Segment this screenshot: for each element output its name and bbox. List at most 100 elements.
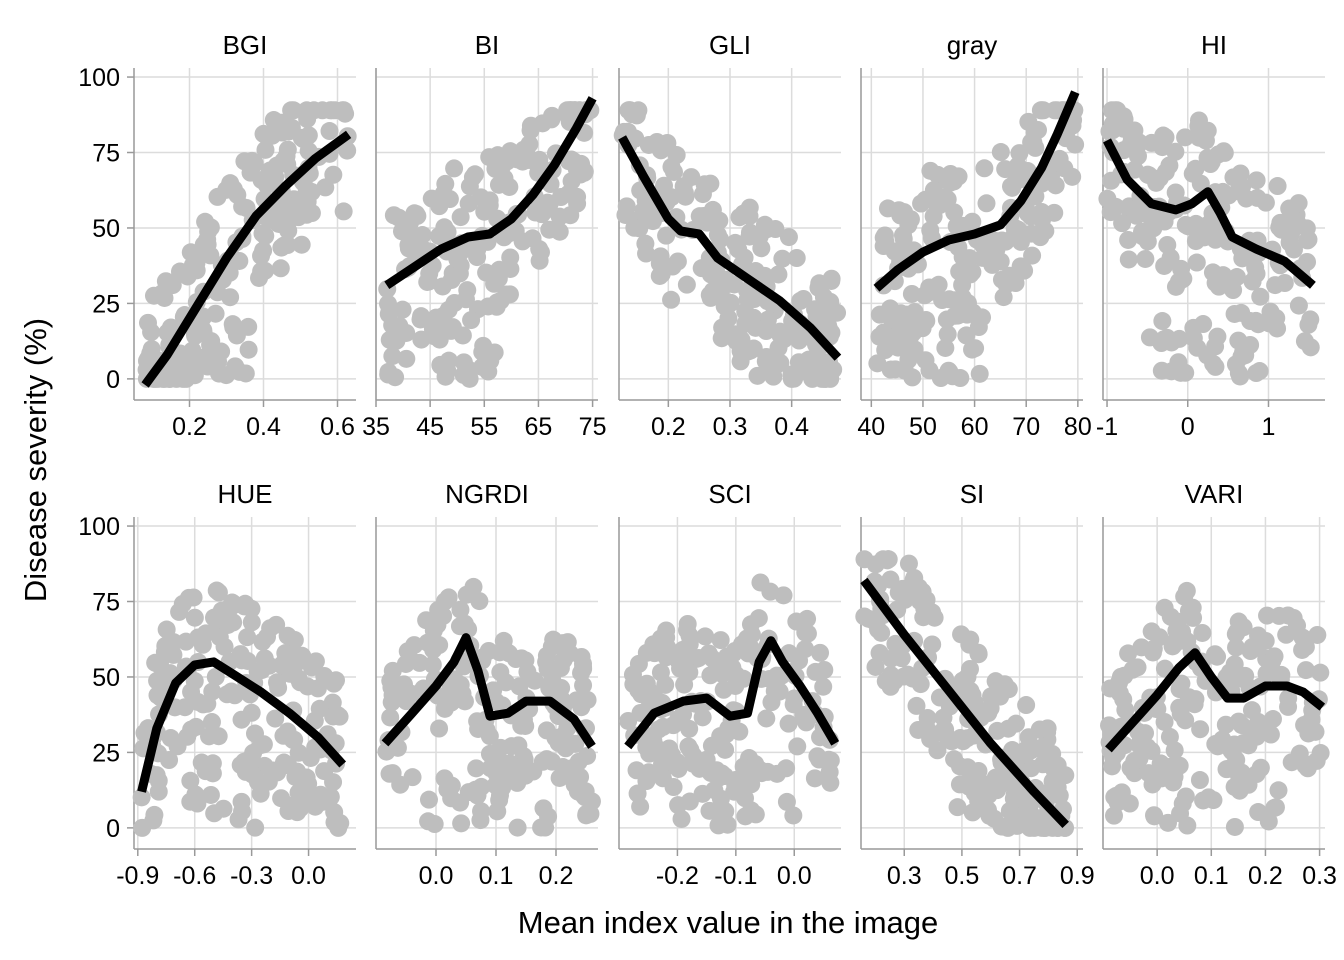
scatter-point xyxy=(690,759,709,778)
scatter-point xyxy=(430,719,449,738)
scatter-point xyxy=(486,159,505,178)
scatter-point xyxy=(156,272,175,291)
scatter-point xyxy=(822,323,841,342)
scatter-point xyxy=(991,143,1010,162)
scatter-point xyxy=(731,342,750,361)
scatter-point xyxy=(649,720,668,739)
scatter-point xyxy=(701,666,720,685)
scatter-point xyxy=(982,687,1001,706)
scatter-point xyxy=(765,681,784,700)
scatter-point xyxy=(734,669,753,688)
scatter-point xyxy=(1266,276,1285,295)
scatter-point xyxy=(1298,755,1317,774)
scatter-point xyxy=(518,151,537,170)
scatter-point xyxy=(768,764,787,783)
scatter-point xyxy=(651,663,670,682)
scatter-point xyxy=(397,349,416,368)
scatter-point xyxy=(425,327,444,346)
scatter-point xyxy=(657,226,676,245)
scatter-point xyxy=(479,297,498,316)
scatter-point xyxy=(702,736,721,755)
scatter-point xyxy=(520,135,539,154)
scatter-point xyxy=(1247,765,1266,784)
scatter-point xyxy=(502,737,521,756)
scatter-point xyxy=(1215,143,1234,162)
scatter-point xyxy=(695,175,714,194)
scatter-point xyxy=(1166,183,1185,202)
smooth-line-vari xyxy=(1105,648,1326,753)
scatter-point xyxy=(232,710,251,729)
scatter-point xyxy=(183,341,202,360)
scatter-point xyxy=(953,288,972,307)
scatter-point xyxy=(1121,758,1140,777)
x-tick-label: -0.6 xyxy=(173,862,216,890)
scatter-point xyxy=(664,778,683,797)
scatter-point xyxy=(869,620,888,639)
scatter-point xyxy=(185,608,204,627)
scatter-point xyxy=(288,762,307,781)
scatter-point xyxy=(1246,258,1265,277)
scatter-point xyxy=(203,764,222,783)
scatter-point xyxy=(266,167,285,186)
scatter-point xyxy=(879,550,898,569)
scatter-point xyxy=(1189,111,1208,130)
scatter-point xyxy=(734,204,753,223)
scatter-point xyxy=(716,802,735,821)
scatter-point xyxy=(238,651,257,670)
scatter-point xyxy=(252,262,271,281)
scatter-point xyxy=(438,222,457,241)
scatter-point xyxy=(389,208,408,227)
scatter-point xyxy=(553,758,572,777)
scatter-point xyxy=(272,238,291,257)
scatter-point xyxy=(940,362,959,381)
scatter-point xyxy=(424,640,443,659)
scatter-point xyxy=(465,165,484,184)
scatter-point xyxy=(181,771,200,790)
x-tick-label: 75 xyxy=(579,413,607,441)
scatter-point xyxy=(709,816,728,835)
scatter-point xyxy=(1265,798,1284,817)
scatter-point xyxy=(1263,710,1282,729)
scatter-point xyxy=(636,234,655,253)
scatter-point xyxy=(905,568,924,587)
scatter-point xyxy=(462,311,481,330)
scatter-point xyxy=(274,653,293,672)
scatter-point xyxy=(988,721,1007,740)
scatter-point xyxy=(866,657,885,676)
scatter-point xyxy=(477,720,496,739)
scatter-point xyxy=(566,734,585,753)
scatter-point xyxy=(1142,622,1161,641)
scatter-point xyxy=(1153,312,1172,331)
scatter-point xyxy=(678,621,697,640)
scatter-point xyxy=(156,636,175,655)
scatter-point xyxy=(1063,167,1082,186)
scatter-point xyxy=(495,771,514,790)
scatter-point xyxy=(320,122,339,141)
scatter-point xyxy=(279,802,298,821)
scatter-point xyxy=(746,318,765,337)
scatter-point xyxy=(764,367,783,386)
x-tick-label: 0.0 xyxy=(777,862,812,890)
scatter-point xyxy=(1158,235,1177,254)
scatter-point xyxy=(938,325,957,344)
scatter-point xyxy=(918,709,937,728)
y-tick-label: 50 xyxy=(92,215,120,243)
scatter-point xyxy=(1025,123,1044,142)
scatter-point xyxy=(876,232,895,251)
scatter-point xyxy=(386,368,405,387)
x-tick-label: -0.9 xyxy=(116,862,159,890)
scatter-point xyxy=(750,227,769,246)
scatter-point xyxy=(1103,115,1122,134)
scatter-point xyxy=(256,140,275,159)
scatter-point xyxy=(1193,623,1212,642)
scatter-point xyxy=(1113,214,1132,233)
scatter-point xyxy=(283,730,302,749)
scatter-point xyxy=(881,677,900,696)
facet-title-ngrdi: NGRDI xyxy=(445,479,529,509)
scatter-point xyxy=(301,748,320,767)
scatter-point xyxy=(664,162,683,181)
smooth-line-gli xyxy=(618,135,842,361)
scatter-point xyxy=(494,631,513,650)
scatter-point xyxy=(821,773,840,792)
scatter-point xyxy=(629,654,648,673)
